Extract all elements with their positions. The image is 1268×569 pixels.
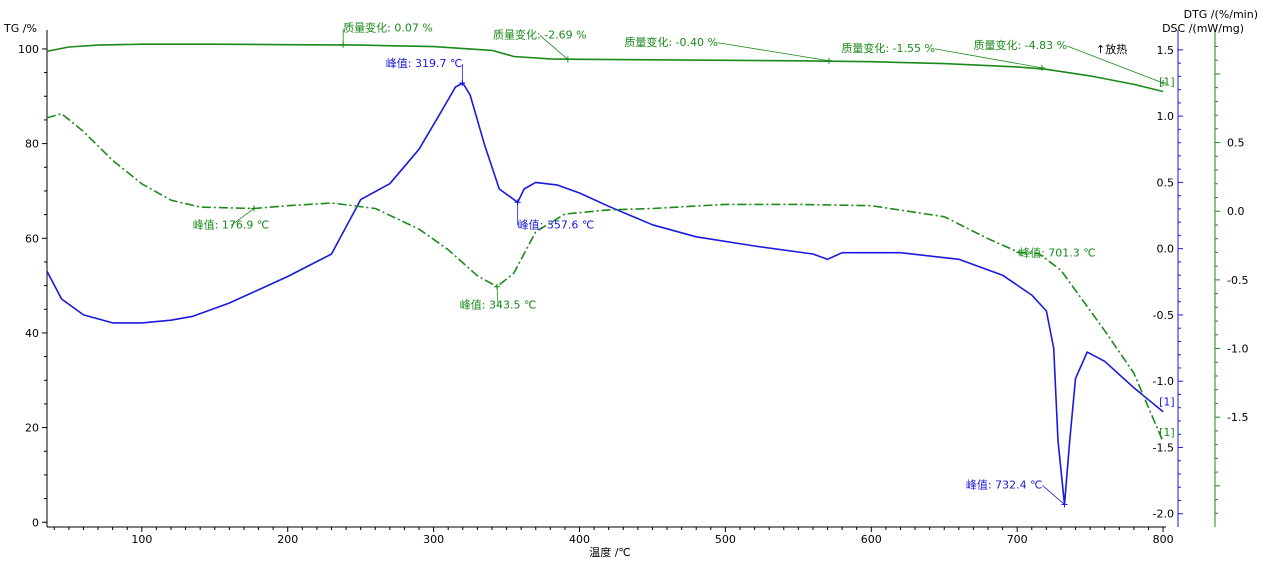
dsc-series-line — [46, 82, 1164, 506]
exo-direction-label: ↑放热 — [1096, 42, 1127, 56]
annotation-leader-line — [1042, 485, 1065, 505]
dtg-tick-label: 0.0 — [1227, 205, 1245, 218]
dtg-tick-label: -0.5 — [1227, 274, 1248, 287]
x-tick-label: 400 — [569, 533, 590, 546]
annotation-leader-line — [934, 48, 1043, 69]
dtg-tick-label: 0.5 — [1227, 137, 1245, 150]
x-tick-label: 600 — [861, 533, 882, 546]
x-axis-label: 温度 /℃ — [589, 545, 631, 559]
axes-layer: 100 200 300 400 500 600 700 800 0 20 40 60 80 100 1.5 1… — [18, 30, 1248, 546]
annotation-label: 质量变化: -0.40 % — [624, 35, 718, 49]
annotation-leader-line — [496, 286, 499, 306]
x-tick-label: 800 — [1153, 533, 1174, 546]
tg-tick-label: 40 — [25, 327, 39, 340]
series-end-marker: [1] — [1159, 396, 1175, 409]
annotation-leader-line — [717, 42, 830, 62]
dtg-axis-label: DTG /(%/min) — [1184, 8, 1258, 21]
dtg-series-line — [46, 112, 1164, 443]
annotation-leader-line — [1066, 45, 1164, 84]
tg-tick-label: 0 — [32, 516, 39, 529]
annotation-label: 峰值: 343.5 ℃ — [460, 299, 537, 312]
dsc-tick-label: -2.0 — [1153, 508, 1174, 521]
annotation-label: 峰值: 176.9 ℃ — [193, 218, 270, 231]
tg-tick-label: 100 — [18, 43, 39, 56]
dsc-tick-label: 1.5 — [1157, 44, 1175, 57]
x-tick-label: 300 — [423, 533, 444, 546]
annotation-leader-line — [230, 208, 255, 226]
annotation-label: 峰值: 357.6 ℃ — [518, 218, 595, 231]
annotation-label: 质量变化: -1.55 % — [841, 41, 935, 55]
x-tick-label: 200 — [277, 533, 298, 546]
tg-tick-label: 60 — [25, 232, 39, 245]
dsc-tick-label: -1.5 — [1153, 441, 1174, 454]
tg-axis-label: TG /% — [3, 22, 37, 35]
dsc-tick-label: -0.5 — [1153, 309, 1174, 322]
dsc-tick-label: 1.0 — [1157, 110, 1175, 123]
dtg-tick-label: -1.0 — [1227, 343, 1248, 356]
annotation-label: 质量变化: 0.07 % — [343, 21, 433, 35]
annotation-label: 峰值: 732.4 ℃ — [966, 478, 1043, 491]
dsc-tick-label: 0.0 — [1157, 243, 1175, 256]
tg-tick-label: 20 — [25, 422, 39, 435]
x-tick-label: 100 — [131, 533, 152, 546]
annotation-leader-line — [539, 35, 569, 60]
x-tick-label: 700 — [1007, 533, 1028, 546]
dsc-tick-label: 0.5 — [1157, 176, 1175, 189]
annotation-label: 质量变化: -2.69 % — [493, 27, 587, 41]
annotation-label: 质量变化: -4.83 % — [973, 38, 1067, 52]
dtg-tick-label: -1.5 — [1227, 411, 1248, 424]
x-tick-label: 500 — [715, 533, 736, 546]
dsc-axis-label: DSC /(mW/mg) — [1162, 22, 1244, 35]
annotation-label: 峰值: 319.7 ℃ — [386, 57, 463, 70]
annotation-layer: 峰值: 319.7 ℃ 峰值: 357.6 ℃ 峰值: 732.4 ℃ 峰值: 176… — [193, 21, 1175, 508]
series-end-marker: [1] — [1159, 76, 1175, 89]
tg-tick-label: 80 — [25, 138, 39, 151]
series-layer — [46, 43, 1164, 506]
dsc-tick-label: -1.0 — [1153, 375, 1174, 388]
annotation-label: 峰值: 701.3 ℃ — [1019, 246, 1096, 259]
series-end-marker: [1] — [1159, 426, 1175, 439]
